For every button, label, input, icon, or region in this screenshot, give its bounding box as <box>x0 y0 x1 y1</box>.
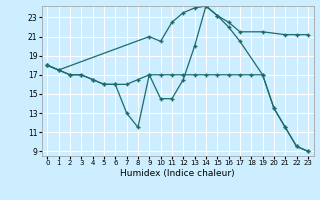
X-axis label: Humidex (Indice chaleur): Humidex (Indice chaleur) <box>120 169 235 178</box>
